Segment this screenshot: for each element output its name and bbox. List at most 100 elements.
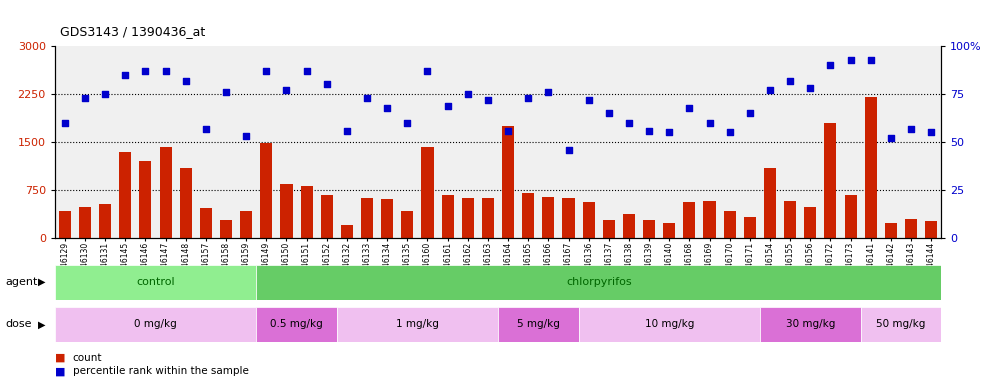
- Bar: [905, 219, 917, 238]
- FancyBboxPatch shape: [337, 307, 498, 342]
- Bar: [441, 195, 454, 238]
- Bar: [260, 143, 272, 238]
- Point: [661, 129, 677, 136]
- Point: [782, 78, 798, 84]
- Bar: [281, 184, 293, 238]
- Text: 5 mg/kg: 5 mg/kg: [517, 319, 560, 329]
- Text: count: count: [73, 353, 103, 363]
- Point: [57, 120, 73, 126]
- Point: [258, 68, 274, 74]
- FancyBboxPatch shape: [55, 265, 256, 300]
- Bar: [884, 223, 897, 238]
- Point: [360, 95, 375, 101]
- Bar: [744, 217, 756, 238]
- Point: [742, 110, 758, 116]
- Point: [218, 89, 234, 95]
- Point: [641, 127, 657, 134]
- Text: ■: ■: [55, 353, 66, 363]
- Bar: [804, 207, 817, 238]
- FancyBboxPatch shape: [579, 307, 760, 342]
- Point: [439, 103, 455, 109]
- Bar: [482, 199, 494, 238]
- Point: [157, 68, 173, 74]
- Point: [279, 87, 295, 93]
- Bar: [301, 185, 313, 238]
- Bar: [825, 123, 837, 238]
- Point: [843, 56, 859, 63]
- Point: [803, 85, 819, 91]
- Point: [601, 110, 617, 116]
- Point: [118, 72, 133, 78]
- Bar: [925, 222, 937, 238]
- Bar: [179, 168, 192, 238]
- Text: 0.5 mg/kg: 0.5 mg/kg: [270, 319, 323, 329]
- Point: [238, 133, 254, 139]
- Bar: [361, 199, 374, 238]
- Point: [137, 68, 153, 74]
- Bar: [381, 199, 393, 238]
- Text: ▶: ▶: [38, 319, 46, 329]
- Point: [460, 91, 476, 97]
- Point: [98, 91, 114, 97]
- Point: [923, 129, 939, 136]
- Bar: [543, 197, 555, 238]
- Bar: [421, 147, 433, 238]
- Point: [581, 97, 597, 103]
- Point: [903, 126, 919, 132]
- Point: [480, 97, 496, 103]
- Bar: [784, 201, 796, 238]
- Point: [701, 120, 717, 126]
- Bar: [401, 210, 413, 238]
- FancyBboxPatch shape: [861, 307, 941, 342]
- Point: [541, 89, 557, 95]
- Text: 1 mg/kg: 1 mg/kg: [396, 319, 439, 329]
- Bar: [724, 211, 736, 238]
- Bar: [462, 198, 474, 238]
- Point: [419, 68, 435, 74]
- Point: [762, 87, 778, 93]
- FancyBboxPatch shape: [498, 307, 579, 342]
- Bar: [341, 225, 353, 238]
- Bar: [59, 210, 71, 238]
- Bar: [240, 210, 252, 238]
- Point: [319, 81, 335, 88]
- Text: percentile rank within the sample: percentile rank within the sample: [73, 366, 249, 376]
- Point: [379, 104, 395, 111]
- Point: [299, 68, 315, 74]
- FancyBboxPatch shape: [256, 307, 337, 342]
- Bar: [603, 220, 615, 238]
- FancyBboxPatch shape: [256, 265, 941, 300]
- Text: agent: agent: [5, 277, 38, 287]
- Bar: [563, 199, 575, 238]
- Text: 10 mg/kg: 10 mg/kg: [644, 319, 694, 329]
- Bar: [522, 193, 534, 238]
- Text: ■: ■: [55, 366, 66, 376]
- Bar: [845, 195, 857, 238]
- Bar: [502, 126, 514, 238]
- Point: [823, 62, 839, 68]
- Bar: [643, 220, 655, 238]
- FancyBboxPatch shape: [760, 307, 861, 342]
- Bar: [583, 202, 595, 238]
- Bar: [663, 223, 675, 238]
- Text: ▶: ▶: [38, 277, 46, 287]
- Text: 30 mg/kg: 30 mg/kg: [786, 319, 835, 329]
- Point: [500, 127, 516, 134]
- Bar: [321, 195, 333, 238]
- Text: control: control: [136, 277, 175, 287]
- Text: dose: dose: [5, 319, 32, 329]
- FancyBboxPatch shape: [55, 307, 256, 342]
- Point: [520, 95, 536, 101]
- Bar: [703, 201, 715, 238]
- Bar: [79, 207, 91, 238]
- Point: [863, 56, 878, 63]
- Point: [561, 147, 577, 153]
- Text: 50 mg/kg: 50 mg/kg: [876, 319, 925, 329]
- Text: 0 mg/kg: 0 mg/kg: [134, 319, 177, 329]
- Point: [681, 104, 697, 111]
- Bar: [159, 147, 171, 238]
- Bar: [120, 152, 131, 238]
- Bar: [622, 214, 635, 238]
- Point: [621, 120, 636, 126]
- Point: [77, 95, 93, 101]
